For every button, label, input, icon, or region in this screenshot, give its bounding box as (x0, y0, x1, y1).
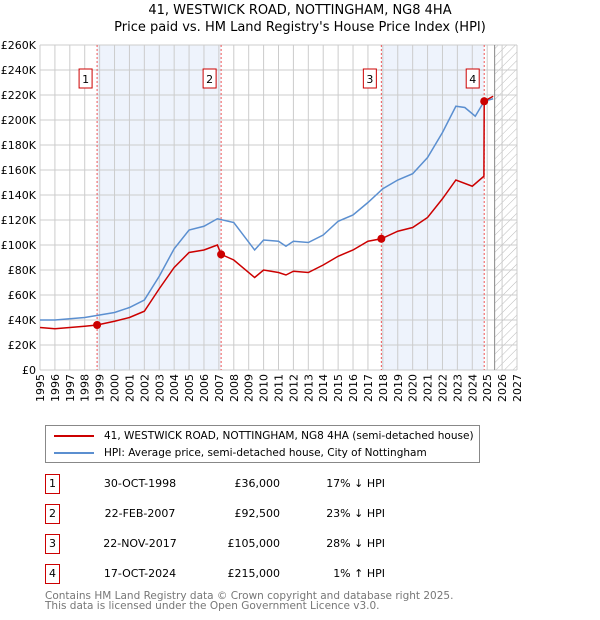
transaction-row: 4 17-OCT-2024 £215,000 1% ↑ HPI (45, 564, 445, 584)
x-tick-label: 2022 (436, 374, 449, 402)
annotation-box (465, 68, 480, 89)
y-tick-label: £60K (8, 289, 37, 302)
y-tick-label: £180K (1, 139, 37, 152)
transaction-row: 3 22-NOV-2017 £105,000 28% ↓ HPI (45, 534, 445, 554)
footer-line2: This data is licensed under the Open Gov… (45, 600, 380, 612)
y-tick-label: £200K (1, 114, 37, 127)
x-tick-label: 2006 (198, 374, 211, 402)
y-tick-label: £140K (1, 189, 37, 202)
transaction-number: 1 (45, 474, 60, 494)
x-tick-label: 2015 (332, 374, 345, 402)
series-line (39, 95, 494, 330)
x-tick-label: 2004 (168, 374, 181, 402)
x-tick-label: 2012 (287, 374, 300, 402)
footer: Contains HM Land Registry data © Crown c… (45, 590, 454, 612)
transaction-price: £105,000 (227, 537, 281, 550)
transaction-hpi-diff: 23% ↓ HPI (326, 507, 385, 520)
annotation-number: 1 (82, 73, 89, 86)
chart-subtitle: Price paid vs. HM Land Registry's House … (114, 20, 486, 35)
y-tick-label: £220K (1, 89, 37, 102)
annotation-box (78, 68, 93, 89)
x-tick-label: 1998 (79, 374, 92, 402)
x-tick-label: 2021 (422, 374, 435, 402)
y-tick-label: £20K (8, 339, 37, 352)
x-tick-label: 2016 (347, 374, 360, 402)
y-tick-label: £80K (8, 264, 37, 277)
x-tick-label: 2017 (362, 374, 375, 402)
x-tick-label: 2000 (109, 374, 122, 402)
legend-red-line (54, 435, 94, 437)
x-tick-label: 2018 (377, 374, 390, 402)
transaction-row: 1 30-OCT-1998 £36,000 17% ↓ HPI (45, 474, 445, 494)
legend-blue-line (54, 452, 94, 454)
annotation-label: 4 (465, 68, 480, 89)
sale-marker (93, 321, 102, 329)
annotation-label: 2 (202, 68, 217, 89)
transaction-hpi-diff: 1% ↑ HPI (333, 567, 385, 580)
legend-hpi: HPI: Average price, semi-detached house,… (104, 447, 427, 459)
x-tick-label: 2020 (407, 374, 420, 402)
annotation-label: 3 (362, 68, 377, 89)
annotation-number: 3 (366, 73, 373, 86)
transaction-date: 22-FEB-2007 (104, 507, 176, 520)
x-tick-label: 2003 (153, 374, 166, 402)
annotation-box (362, 68, 377, 89)
x-tick-label: 2025 (481, 374, 494, 402)
transaction-date: 17-OCT-2024 (103, 567, 177, 580)
x-tick-label: 2007 (213, 374, 226, 402)
legend-property: 41, WESTWICK ROAD, NOTTINGHAM, NG8 4HA (… (104, 430, 474, 442)
transaction-date: 22-NOV-2017 (103, 537, 177, 550)
x-tick-label: 2019 (392, 374, 405, 402)
x-tick-label: 1997 (64, 374, 77, 402)
x-tick-label: 2014 (317, 374, 330, 402)
x-tick-label: 1996 (49, 374, 62, 402)
transaction-number: 2 (45, 504, 60, 524)
y-tick-label: £260K (1, 39, 37, 52)
x-tick-label: 2027 (511, 374, 524, 402)
x-tick-label: 1999 (94, 374, 107, 402)
x-tick-label: 2024 (466, 374, 479, 402)
chart-title: 41, WESTWICK ROAD, NOTTINGHAM, NG8 4HA (148, 3, 452, 18)
x-tick-label: 2001 (123, 374, 136, 402)
y-tick-label: £100K (1, 239, 37, 252)
sale-marker (377, 234, 386, 243)
x-tick-label: 2008 (228, 374, 241, 402)
transaction-price: £215,000 (227, 567, 281, 580)
x-tick-label: 2023 (451, 374, 464, 402)
transaction-date: 30-OCT-1998 (103, 477, 177, 490)
transaction-number: 4 (45, 564, 60, 584)
series-line (40, 98, 494, 321)
y-tick-label: £40K (8, 314, 37, 327)
price-chart: 1995 1996 1997 1998 1999 2000 2001 2002 2003 2004… (1, 39, 524, 402)
transaction-hpi-diff: 28% ↓ HPI (326, 537, 385, 550)
annotation-number: 4 (469, 73, 476, 86)
sale-marker (217, 250, 226, 259)
transaction-hpi-diff: 17% ↓ HPI (326, 477, 385, 490)
transaction-row: 2 22-FEB-2007 £92,500 23% ↓ HPI (45, 504, 445, 524)
x-tick-label: 2026 (496, 374, 509, 402)
x-tick-label: 2013 (302, 374, 315, 402)
x-tick-label: 2010 (258, 374, 271, 402)
x-tick-label: 2009 (243, 374, 256, 402)
shaded-range (381, 45, 485, 370)
y-tick-label: £160K (1, 164, 37, 177)
x-tick-label: 2011 (273, 374, 286, 402)
x-tick-label: 1995 (34, 374, 47, 402)
transaction-price: £92,500 (234, 507, 281, 520)
x-tick-label: 2005 (183, 374, 196, 402)
annotation-label: 1 (78, 68, 93, 89)
footer-line1: Contains HM Land Registry data © Crown c… (45, 590, 454, 602)
annotation-box (202, 68, 217, 89)
y-tick-label: £120K (1, 214, 37, 227)
y-tick-label: £240K (1, 64, 37, 77)
transaction-price: £36,000 (234, 477, 281, 490)
x-tick-label: 2002 (138, 374, 151, 402)
legend: 41, WESTWICK ROAD, NOTTINGHAM, NG8 4HA (… (45, 425, 480, 463)
transaction-number: 3 (45, 534, 60, 554)
sale-marker (480, 97, 489, 106)
forecast-hatch (494, 45, 517, 370)
y-tick-label: £0 (22, 364, 36, 377)
annotation-number: 2 (206, 73, 213, 86)
